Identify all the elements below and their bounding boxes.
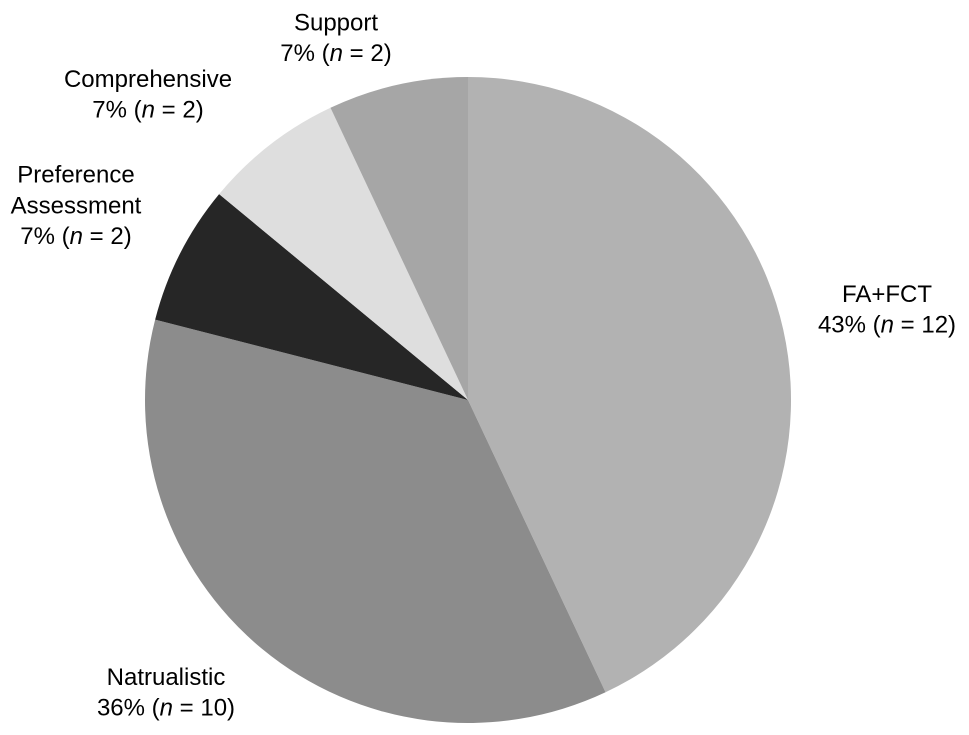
slice-label-name: Natrualistic	[107, 664, 226, 691]
slice-label-name: Comprehensive	[64, 66, 232, 93]
slice-label-preference-assessment: Preference Assessment 7% (n = 2)	[11, 161, 142, 250]
slice-label-fa-fct: FA+FCT 43% (n = 12)	[818, 281, 956, 339]
slice-label-natrualistic: Natrualistic 36% (n = 10)	[97, 664, 235, 722]
slice-label-name: Support	[294, 9, 378, 36]
pie-slice-fa-fct	[468, 77, 792, 693]
pie-slice-behaviour-support	[330, 77, 468, 400]
slice-label-name: FA+FCT	[842, 281, 932, 308]
slice-label-name: Behaviour	[282, 0, 390, 5]
slice-label-behaviour-support: Behaviour Support 7% (n = 2)	[280, 0, 391, 67]
slice-label-name: Assessment	[11, 192, 142, 219]
slice-label-value: 7% (n = 2)	[280, 40, 391, 67]
pie-slice-preference-assessment	[155, 194, 468, 400]
labels-layer: FA+FCT 43% (n = 12) Natrualistic 36% (n = 1…	[11, 0, 956, 722]
slice-label-value: 7% (n = 2)	[92, 97, 203, 124]
slice-label-value: 43% (n = 12)	[818, 312, 956, 339]
slices-layer	[145, 77, 792, 724]
slice-label-comprehensive: Comprehensive 7% (n = 2)	[64, 66, 232, 124]
pie-slice-comprehensive	[219, 107, 468, 401]
slice-label-value: 36% (n = 10)	[97, 695, 235, 722]
slice-label-value: 7% (n = 2)	[20, 223, 131, 250]
slice-label-name: Preference	[17, 161, 134, 188]
pie-slice-natrualistic	[145, 319, 606, 724]
